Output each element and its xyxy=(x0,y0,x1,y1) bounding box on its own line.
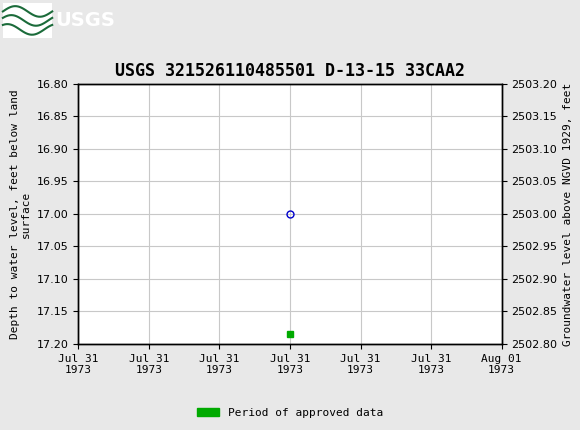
Legend: Period of approved data: Period of approved data xyxy=(193,403,387,422)
Text: USGS: USGS xyxy=(55,11,115,30)
FancyBboxPatch shape xyxy=(3,3,52,37)
Y-axis label: Groundwater level above NGVD 1929, feet: Groundwater level above NGVD 1929, feet xyxy=(563,82,573,346)
Title: USGS 321526110485501 D-13-15 33CAA2: USGS 321526110485501 D-13-15 33CAA2 xyxy=(115,61,465,80)
Y-axis label: Depth to water level, feet below land
surface: Depth to water level, feet below land su… xyxy=(9,89,31,339)
